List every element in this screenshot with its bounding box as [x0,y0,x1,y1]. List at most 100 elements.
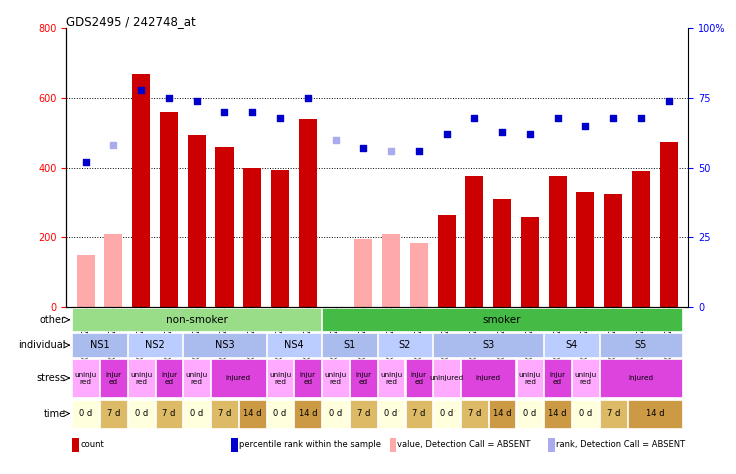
Bar [434,359,460,397]
Bar [378,359,404,397]
Text: uninjured: uninjured [430,375,464,381]
Point [302,94,314,102]
Text: 0 d: 0 d [135,409,148,418]
Text: 7 d: 7 d [218,409,231,418]
Text: 0 d: 0 d [273,409,286,418]
Text: uninju
red: uninju red [325,372,347,384]
Point [663,97,675,105]
Bar [216,147,233,307]
Text: NS2: NS2 [145,340,165,350]
Text: stress: stress [37,373,66,383]
Bar [183,400,210,428]
Text: NS3: NS3 [215,340,234,350]
Point [469,114,481,121]
Point [107,142,119,149]
Bar [294,359,321,397]
Text: non-smoker: non-smoker [166,315,227,325]
Point [191,97,202,105]
Bar [461,400,488,428]
Text: rank, Detection Call = ABSENT: rank, Detection Call = ABSENT [556,440,685,449]
Point [441,130,453,138]
Text: injur
ed: injur ed [300,372,316,384]
Text: injur
ed: injur ed [105,372,121,384]
Bar [410,243,428,307]
Bar [322,308,682,331]
Bar [350,400,377,428]
Text: S5: S5 [634,340,647,350]
Bar [243,168,261,307]
Bar [266,359,294,397]
Bar [659,142,678,307]
Text: uninju
red: uninju red [269,372,291,384]
Point [413,147,425,155]
Text: 14 d: 14 d [299,409,317,418]
Bar [461,359,515,397]
Text: 7 d: 7 d [357,409,370,418]
Text: S3: S3 [482,340,495,350]
Bar [493,199,512,307]
Bar [155,359,183,397]
Bar [604,194,622,307]
Bar [294,400,321,428]
Point [247,108,258,116]
Point [163,94,175,102]
Text: injured: injured [475,375,500,381]
Bar [389,438,397,452]
Point [219,108,230,116]
Bar [545,400,571,428]
Text: uninju
red: uninju red [74,372,97,384]
Text: injur
ed: injur ed [411,372,427,384]
Bar [406,359,432,397]
Bar [72,400,99,428]
Text: 14 d: 14 d [548,409,567,418]
Point [135,86,147,93]
Point [635,114,647,121]
Text: injur
ed: injur ed [355,372,372,384]
Bar [239,400,266,428]
Bar [155,400,183,428]
Bar [406,400,432,428]
Bar [572,400,599,428]
Point [274,114,286,121]
Text: 7 d: 7 d [467,409,481,418]
Bar [266,400,294,428]
Text: injured: injured [226,375,251,381]
Bar [350,359,377,397]
Bar [211,400,238,428]
Text: other: other [40,315,66,325]
Text: S4: S4 [565,340,578,350]
Bar [322,359,349,397]
Bar [188,135,206,307]
Bar [299,119,316,307]
Bar [378,334,432,357]
Bar [382,234,400,307]
Bar [632,171,650,307]
Text: S1: S1 [343,340,355,350]
Bar [160,112,178,307]
Text: GDS2495 / 242748_at: GDS2495 / 242748_at [66,16,196,28]
Text: 0 d: 0 d [384,409,397,418]
Point [385,147,397,155]
Bar [628,400,682,428]
Bar [572,359,599,397]
Bar [434,400,460,428]
Point [79,158,91,166]
Bar [128,359,155,397]
Point [358,145,369,152]
Text: individual: individual [18,340,66,350]
Text: uninju
red: uninju red [185,372,208,384]
Text: 0 d: 0 d [523,409,537,418]
Bar [128,334,183,357]
Bar [489,400,515,428]
Text: count: count [80,440,104,449]
Text: uninju
red: uninju red [380,372,402,384]
Point [579,122,591,130]
Bar [517,359,543,397]
Bar [128,400,155,428]
Bar [545,359,571,397]
Bar [72,359,99,397]
Bar [77,255,95,307]
Text: 0 d: 0 d [440,409,453,418]
Bar [72,308,321,331]
Bar [600,359,682,397]
